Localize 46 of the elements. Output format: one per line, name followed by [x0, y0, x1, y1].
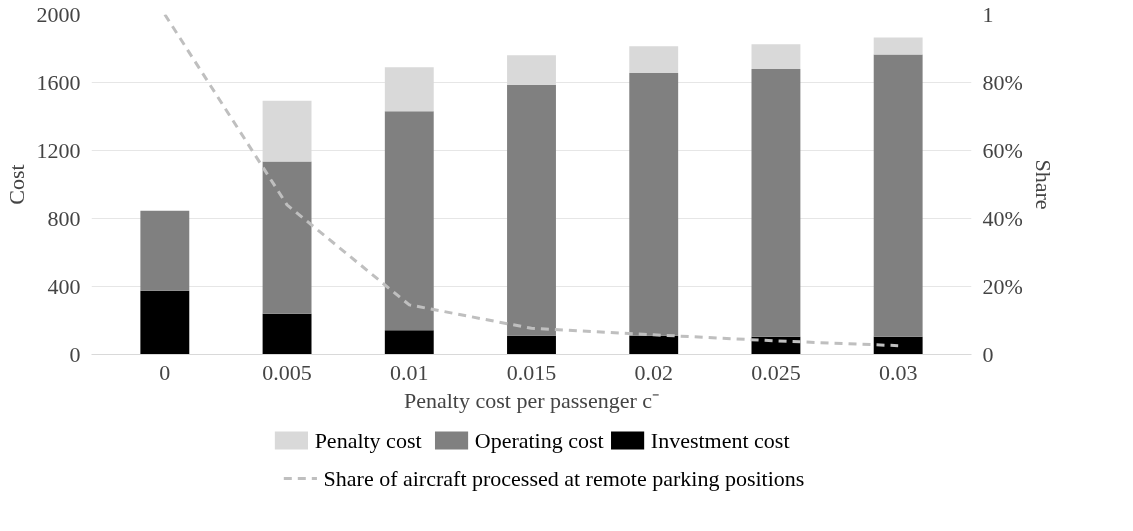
bar [262, 161, 312, 314]
y2-axis-title: Share [1030, 159, 1056, 210]
y-tick-label: 400 [47, 273, 81, 299]
y2-tick-label: 80% [982, 70, 1023, 95]
bar [873, 336, 923, 355]
bar [384, 330, 434, 355]
bar [262, 100, 312, 162]
x-tick-label: 0.005 [262, 359, 312, 385]
y2-tick-label: 1 [982, 2, 994, 27]
bar [629, 46, 679, 73]
x-tick-label: 0.025 [751, 359, 801, 385]
bar [384, 111, 434, 331]
y-tick-label: 1200 [36, 137, 81, 163]
y2-tick-label: 40% [982, 206, 1023, 231]
bar [507, 55, 556, 85]
bar [507, 84, 556, 336]
y-tick-label: 2000 [36, 1, 81, 27]
bar [140, 210, 190, 291]
bar [262, 313, 312, 355]
legend-label: Operating cost [474, 428, 604, 453]
line-series [163, 14, 900, 348]
x-tick-label: 0.02 [634, 359, 673, 385]
y2-tick-label: 0 [982, 342, 994, 367]
x-tick-label: 0.015 [506, 359, 557, 385]
legend-label: Share of aircraft processed at remote parking positions [323, 466, 805, 491]
x-axis-title: Penalty cost per passenger c⁻ [403, 387, 660, 413]
bar [140, 290, 190, 355]
bar [751, 69, 801, 337]
bar [507, 335, 556, 355]
bar [873, 54, 923, 337]
bar [751, 44, 801, 70]
x-tick-label: 0.01 [390, 359, 429, 385]
legend-label: Investment cost [650, 428, 790, 453]
y-tick-label: 0 [69, 341, 81, 367]
bar [629, 72, 679, 336]
y2-tick-label: 20% [982, 274, 1023, 299]
y-tick-label: 800 [47, 205, 81, 231]
bar [384, 67, 434, 112]
legend-label: Penalty cost [314, 428, 422, 453]
y2-tick-label: 60% [982, 138, 1023, 163]
y-tick-label: 1600 [36, 69, 81, 95]
bar [873, 37, 923, 55]
bar [629, 335, 679, 355]
y-axis-title: Cost [3, 164, 29, 205]
x-tick-label: 0 [159, 359, 171, 385]
x-tick-label: 0.03 [878, 359, 918, 385]
